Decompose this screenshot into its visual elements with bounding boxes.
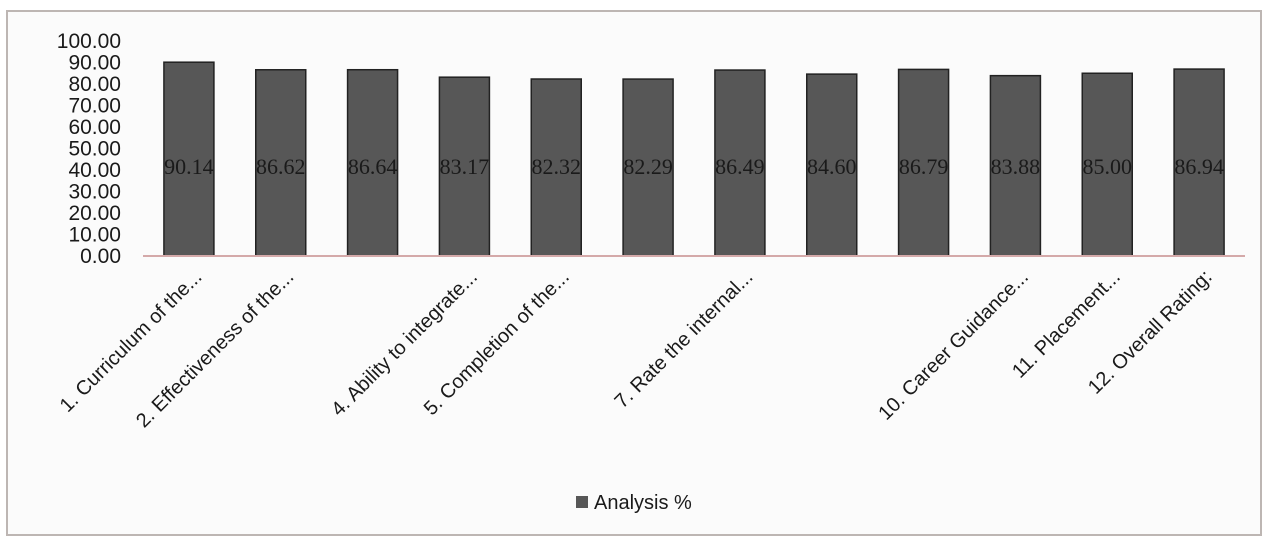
data-label: 86.49 — [715, 154, 765, 179]
data-label: 86.94 — [1174, 154, 1224, 179]
data-label: 90.14 — [164, 154, 214, 179]
data-labels: 90.14 86.62 86.64 83.17 82.32 82.29 86.49 84.60… — [164, 154, 1224, 179]
legend-label: Analysis % — [594, 492, 692, 514]
y-tick-label: 10.00 — [68, 224, 121, 247]
bar — [346, 68, 399, 257]
bar — [1081, 72, 1133, 257]
y-tick-label: 30.00 — [68, 181, 121, 204]
data-label: 84.60 — [807, 154, 857, 179]
y-tick-label: 40.00 — [68, 159, 121, 182]
y-tick-label: 80.00 — [68, 73, 121, 96]
bar — [897, 68, 950, 257]
x-axis: 1. Curriculum of the...2. Effectiveness … — [56, 255, 1245, 432]
data-label: 83.88 — [991, 154, 1041, 179]
legend: Analysis % — [576, 492, 692, 514]
data-label: 82.32 — [532, 154, 582, 179]
bars — [163, 61, 1225, 257]
y-tick-label: 20.00 — [68, 202, 121, 225]
y-tick-label: 60.00 — [68, 116, 121, 139]
y-tick-label: 0.00 — [80, 245, 121, 268]
bar — [255, 69, 307, 257]
y-axis: 0.0010.0020.0030.0040.0050.0060.0070.008… — [57, 30, 121, 268]
bar — [163, 61, 215, 257]
x-tick-label: 10. Career Guidance... — [874, 266, 1033, 425]
x-tick-label: 7. Rate the internal... — [611, 266, 758, 413]
x-tick-label: 2. Effectiveness of the... — [132, 266, 298, 432]
data-label: 85.00 — [1083, 154, 1133, 179]
y-tick-label: 70.00 — [68, 95, 121, 118]
bar — [714, 69, 766, 257]
bar — [530, 78, 582, 257]
y-tick-label: 90.00 — [68, 52, 121, 75]
data-label: 86.79 — [899, 154, 949, 179]
x-tick-label: 4. Ability to integrate... — [327, 266, 482, 421]
data-label: 82.29 — [623, 154, 673, 179]
data-label: 83.17 — [440, 154, 490, 179]
bar — [989, 74, 1042, 257]
y-tick-label: 100.00 — [57, 30, 121, 53]
y-tick-label: 50.00 — [68, 138, 121, 161]
legend-swatch — [576, 496, 588, 508]
data-label: 86.62 — [256, 154, 306, 179]
data-label: 86.64 — [348, 154, 398, 179]
